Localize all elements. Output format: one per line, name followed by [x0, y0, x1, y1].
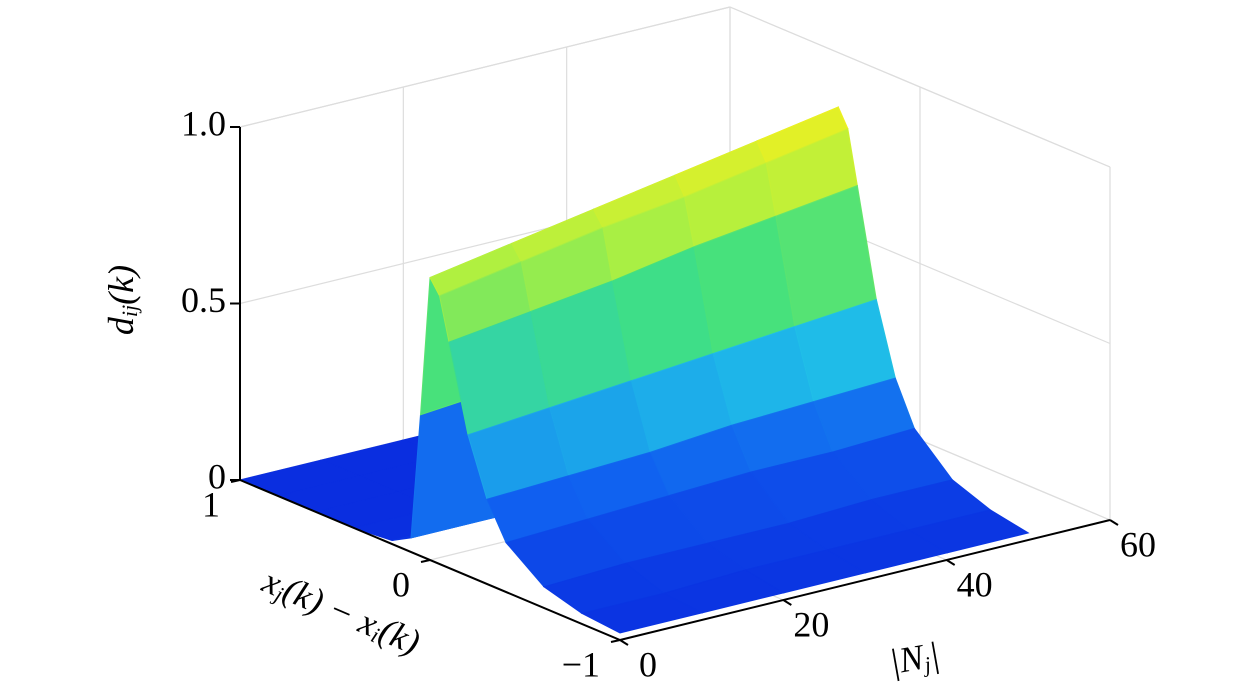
y-tick-label: −1 [562, 644, 600, 684]
z-tick-label: 1.0 [181, 103, 226, 143]
x-tick [782, 599, 792, 606]
y-tick-label: 1 [202, 484, 220, 524]
surface-patch [580, 592, 704, 634]
x-tick-label: 40 [957, 564, 993, 604]
z-axis-label-part: (k) [101, 265, 141, 305]
x-tick [946, 559, 956, 566]
z-axis-label-part: ij [117, 305, 142, 317]
y-tick [420, 559, 431, 563]
x-axis-label-part: |N [886, 637, 928, 683]
z-axis-label-part: d [101, 316, 141, 335]
y-tick [230, 479, 241, 483]
x-axis [619, 519, 1111, 641]
z-tick-label: 0.5 [181, 280, 226, 320]
x-tick-label: 60 [1120, 524, 1156, 564]
x-tick [619, 639, 629, 646]
x-axis-label: |Nj| [886, 634, 942, 682]
z-tick-label: 0 [208, 456, 226, 496]
x-tick-label: 0 [639, 644, 657, 684]
x-tick-label: 20 [793, 604, 829, 644]
y-axis-label-part: (k) [373, 610, 425, 662]
y-tick-label: 0 [392, 564, 410, 604]
y-tick [610, 639, 621, 643]
box-edge [239, 6, 731, 128]
y-axis-label-part: (k) − x [277, 569, 383, 644]
box-edge [729, 6, 1111, 168]
x-tick [1109, 519, 1119, 526]
z-axis-label: dij(k) [101, 265, 141, 335]
